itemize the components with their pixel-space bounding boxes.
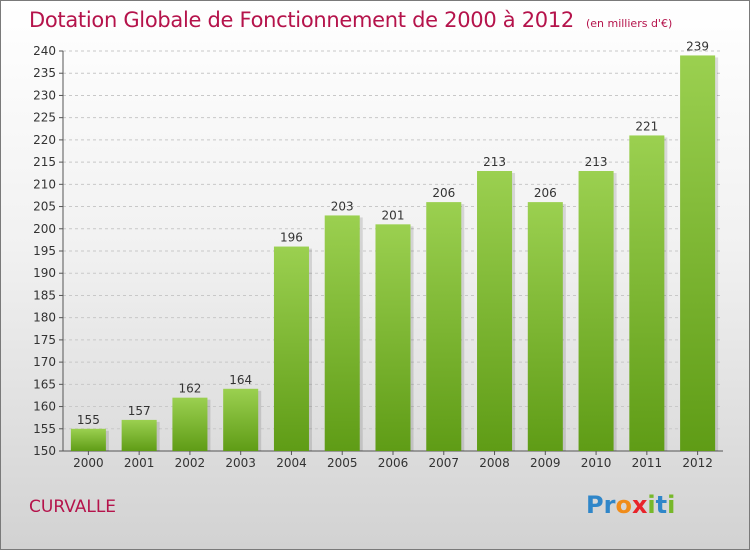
data-label: 162 xyxy=(178,382,201,396)
y-tick-label: 225 xyxy=(33,111,56,125)
bar xyxy=(121,419,157,451)
logo-letter: t xyxy=(655,491,668,519)
y-tick-label: 150 xyxy=(33,444,56,458)
chart-title: Dotation Globale de Fonctionnement de 20… xyxy=(29,8,672,32)
y-tick-label: 200 xyxy=(33,222,56,236)
bar xyxy=(375,224,411,451)
bar xyxy=(527,202,563,451)
data-label: 201 xyxy=(382,208,405,222)
y-tick-label: 165 xyxy=(33,377,56,391)
data-label: 155 xyxy=(77,413,100,427)
data-label: 213 xyxy=(585,155,608,169)
x-tick-label: 2010 xyxy=(581,456,612,470)
logo-letter: i xyxy=(647,491,656,519)
data-label: 213 xyxy=(483,155,506,169)
x-tick-label: 2012 xyxy=(682,456,713,470)
bar xyxy=(223,388,259,451)
y-tick-label: 185 xyxy=(33,288,56,302)
y-tick-label: 215 xyxy=(33,155,56,169)
commune-name: CURVALLE xyxy=(29,497,117,517)
y-tick-label: 235 xyxy=(33,66,56,80)
data-label: 164 xyxy=(229,373,252,387)
x-tick-label: 2005 xyxy=(327,456,358,470)
x-tick-label: 2008 xyxy=(479,456,510,470)
bar xyxy=(629,135,665,451)
bar xyxy=(578,171,614,451)
bar xyxy=(324,215,360,451)
data-label: 221 xyxy=(635,119,658,133)
x-tick-label: 2000 xyxy=(73,456,104,470)
bar xyxy=(273,246,309,451)
logo-letter: x xyxy=(631,491,648,519)
bar xyxy=(426,202,462,451)
logo-letter: P xyxy=(586,491,604,519)
bar xyxy=(477,171,513,451)
y-tick-label: 220 xyxy=(33,133,56,147)
y-tick-label: 205 xyxy=(33,200,56,214)
y-tick-label: 170 xyxy=(33,355,56,369)
data-label: 203 xyxy=(331,199,354,213)
data-label: 206 xyxy=(432,186,455,200)
y-tick-label: 180 xyxy=(33,311,56,325)
y-tick-label: 230 xyxy=(33,88,56,102)
y-tick-label: 190 xyxy=(33,266,56,280)
title-text: Dotation Globale de Fonctionnement de 20… xyxy=(29,8,574,32)
logo-letter: i xyxy=(667,491,676,519)
x-tick-label: 2007 xyxy=(428,456,459,470)
data-label: 239 xyxy=(686,39,709,53)
bar xyxy=(70,428,106,451)
y-tick-label: 160 xyxy=(33,400,56,414)
y-tick-label: 155 xyxy=(33,422,56,436)
bar xyxy=(172,397,208,451)
bar xyxy=(680,55,716,451)
x-tick-label: 2011 xyxy=(632,456,663,470)
data-label: 196 xyxy=(280,231,303,245)
y-tick-label: 210 xyxy=(33,177,56,191)
y-tick-label: 175 xyxy=(33,333,56,347)
logo-letter: r xyxy=(603,491,616,519)
x-tick-label: 2002 xyxy=(175,456,206,470)
x-tick-label: 2001 xyxy=(124,456,155,470)
chart-subtitle: (en milliers d'€) xyxy=(585,17,673,30)
x-tick-label: 2006 xyxy=(378,456,409,470)
y-tick-label: 240 xyxy=(33,44,56,58)
data-label: 206 xyxy=(534,186,557,200)
x-tick-label: 2003 xyxy=(225,456,256,470)
y-tick-label: 195 xyxy=(33,244,56,258)
proxiti-logo: Proxiti xyxy=(586,491,675,519)
data-label: 157 xyxy=(128,404,151,418)
logo-letter: o xyxy=(615,491,632,519)
x-tick-label: 2009 xyxy=(530,456,561,470)
x-tick-label: 2004 xyxy=(276,456,307,470)
